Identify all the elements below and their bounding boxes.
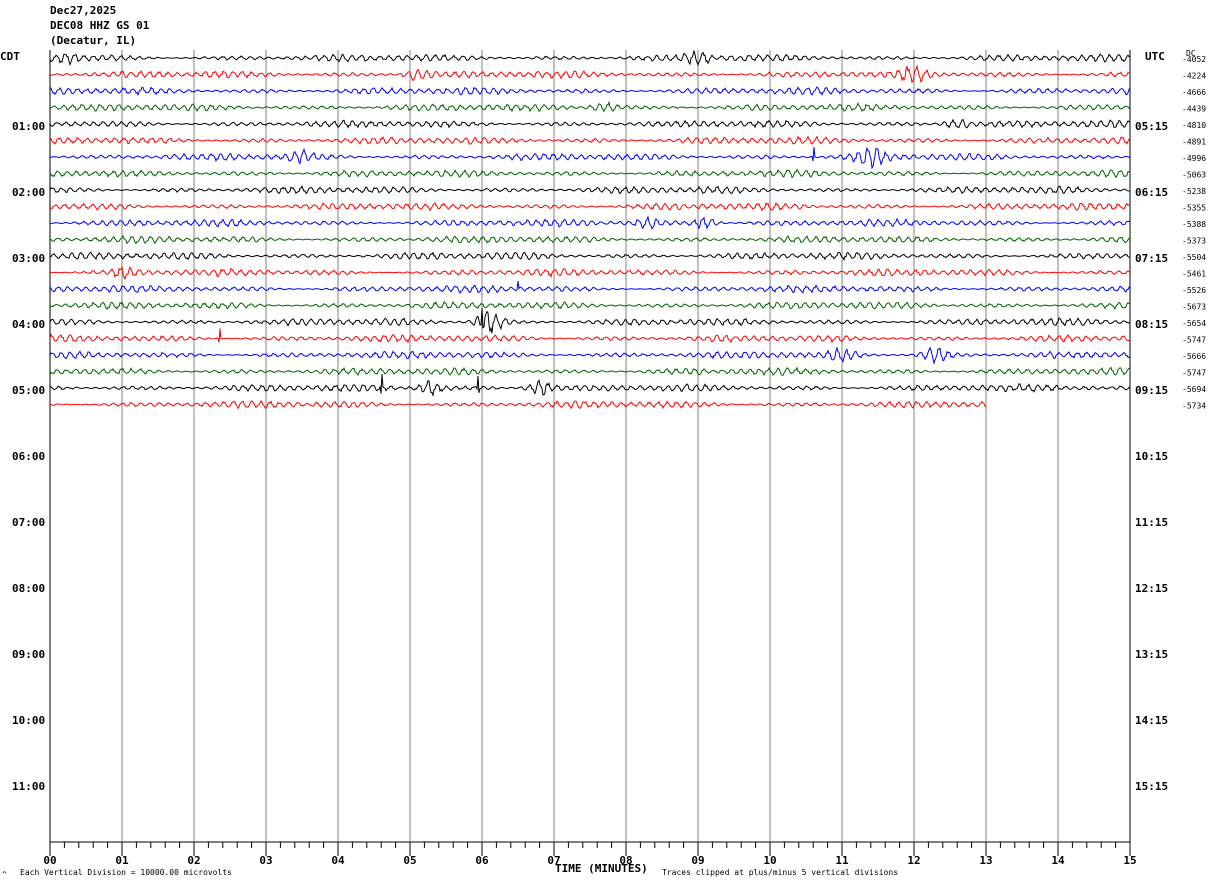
trace-line bbox=[49, 64, 1131, 84]
dc-offset-label: -4666 bbox=[1182, 88, 1206, 97]
utc-hour-label: 10:15 bbox=[1135, 450, 1168, 463]
dc-offset-label: -5694 bbox=[1182, 385, 1206, 394]
x-tick-label: 12 bbox=[907, 854, 920, 867]
dc-offset-label: -4052 bbox=[1182, 55, 1206, 64]
x-tick-label: 07 bbox=[547, 854, 560, 867]
cdt-hour-label: 03:00 bbox=[12, 252, 45, 265]
x-tick-label: 01 bbox=[115, 854, 129, 867]
trace-line bbox=[49, 280, 1131, 295]
dc-offset-label: -5461 bbox=[1182, 270, 1206, 279]
cdt-hour-label: 08:00 bbox=[12, 582, 45, 595]
trace-line bbox=[49, 399, 987, 410]
cdt-hour-label: 04:00 bbox=[12, 318, 45, 331]
trace-line bbox=[49, 300, 1131, 310]
dc-offset-label: -5673 bbox=[1182, 303, 1206, 312]
x-tick-label: 06 bbox=[475, 854, 489, 867]
cdt-hour-label: 11:00 bbox=[12, 780, 45, 793]
trace-line bbox=[49, 185, 1131, 195]
trace-line bbox=[49, 307, 1131, 334]
trace-line bbox=[49, 328, 1131, 344]
trace-line bbox=[49, 86, 1131, 97]
dc-offset-label: -4439 bbox=[1182, 105, 1206, 114]
utc-hour-label: 11:15 bbox=[1135, 516, 1168, 529]
x-tick-label: 10 bbox=[763, 854, 776, 867]
x-tick-label: 00 bbox=[43, 854, 56, 867]
dc-offset-label: -4810 bbox=[1182, 121, 1206, 130]
trace-line bbox=[49, 366, 1131, 377]
utc-hour-label: 15:15 bbox=[1135, 780, 1168, 793]
dc-offset-label: -5526 bbox=[1182, 286, 1206, 295]
utc-hour-label: 09:15 bbox=[1135, 384, 1168, 397]
cdt-hour-label: 05:00 bbox=[12, 384, 45, 397]
trace-line bbox=[49, 146, 1131, 170]
x-tick-label: 04 bbox=[331, 854, 345, 867]
x-tick-label: 13 bbox=[979, 854, 992, 867]
trace-line bbox=[49, 168, 1131, 179]
cdt-hour-label: 09:00 bbox=[12, 648, 45, 661]
dc-offset-label: -5666 bbox=[1182, 352, 1206, 361]
dc-offset-label: -4891 bbox=[1182, 138, 1206, 147]
dc-offset-label: -5747 bbox=[1182, 336, 1206, 345]
scale-note: Each Vertical Division = 10000.00 microv… bbox=[20, 868, 232, 877]
dc-offset-label: -5747 bbox=[1182, 369, 1206, 378]
dc-offset-label: -5654 bbox=[1182, 319, 1206, 328]
x-axis-title: TIME (MINUTES) bbox=[555, 862, 648, 875]
trace-line bbox=[49, 215, 1131, 230]
trace-line bbox=[49, 202, 1131, 212]
corner-mark: ^ bbox=[2, 870, 7, 879]
utc-hour-label: 07:15 bbox=[1135, 252, 1168, 265]
dc-label: DC bbox=[1186, 49, 1196, 58]
x-tick-label: 14 bbox=[1051, 854, 1065, 867]
dc-offset-label: -5388 bbox=[1182, 220, 1206, 229]
cdt-hour-label: 02:00 bbox=[12, 186, 45, 199]
dc-offset-label: -5373 bbox=[1182, 237, 1206, 246]
utc-hour-label: 06:15 bbox=[1135, 186, 1168, 199]
dc-offset-label: -5355 bbox=[1182, 204, 1206, 213]
cdt-hour-label: 10:00 bbox=[12, 714, 45, 727]
trace-line bbox=[49, 373, 1131, 398]
dc-offset-label: -5734 bbox=[1182, 402, 1206, 411]
dc-offset-label: -5504 bbox=[1182, 253, 1206, 262]
trace-line bbox=[49, 234, 1131, 245]
left-timezone-label: CDT bbox=[0, 50, 20, 63]
trace-line bbox=[49, 50, 1131, 67]
dc-offset-label: -4996 bbox=[1182, 154, 1206, 163]
cdt-hour-label: 07:00 bbox=[12, 516, 45, 529]
right-timezone-label: UTC bbox=[1145, 50, 1165, 63]
dc-offset-label: -4224 bbox=[1182, 72, 1206, 81]
trace-line bbox=[49, 135, 1131, 145]
dc-offset-label: -5238 bbox=[1182, 187, 1206, 196]
x-tick-label: 05 bbox=[403, 854, 416, 867]
utc-hour-label: 13:15 bbox=[1135, 648, 1168, 661]
trace-line bbox=[49, 100, 1131, 113]
utc-hour-label: 08:15 bbox=[1135, 318, 1168, 331]
utc-hour-label: 05:15 bbox=[1135, 120, 1168, 133]
utc-hour-label: 12:15 bbox=[1135, 582, 1168, 595]
trace-line bbox=[49, 265, 1131, 281]
cdt-hour-label: 06:00 bbox=[12, 450, 45, 463]
location-label: (Decatur, IL) bbox=[50, 34, 137, 47]
station-label: DEC08 HHZ GS 01 bbox=[50, 19, 150, 32]
x-tick-label: 15 bbox=[1123, 854, 1136, 867]
date-label: Dec27,2025 bbox=[50, 4, 117, 17]
x-tick-label: 02 bbox=[187, 854, 200, 867]
x-tick-label: 11 bbox=[835, 854, 849, 867]
trace-line bbox=[49, 118, 1131, 129]
utc-hour-label: 14:15 bbox=[1135, 714, 1168, 727]
x-tick-label: 03 bbox=[259, 854, 272, 867]
trace-line bbox=[49, 346, 1131, 365]
trace-line bbox=[49, 251, 1131, 262]
cdt-hour-label: 01:00 bbox=[12, 120, 45, 133]
clip-note: Traces clipped at plus/minus 5 vertical … bbox=[662, 868, 899, 877]
x-tick-label: 08 bbox=[619, 854, 632, 867]
x-tick-label: 09 bbox=[691, 854, 704, 867]
dc-offset-label: -5063 bbox=[1182, 171, 1206, 180]
